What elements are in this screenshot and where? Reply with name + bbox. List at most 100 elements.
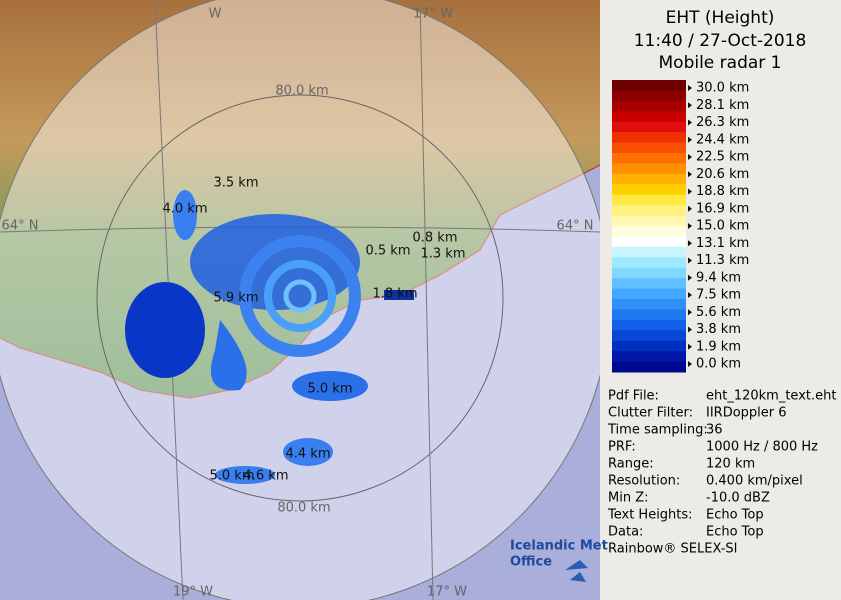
colorbar-band bbox=[612, 215, 686, 227]
echo bbox=[239, 235, 361, 357]
colorbar-band bbox=[612, 351, 686, 363]
info-value: -10.0 dBZ bbox=[706, 491, 770, 506]
colorbar-tick bbox=[688, 154, 692, 160]
echo bbox=[210, 320, 247, 391]
colorbar-label: 0.0 km bbox=[696, 357, 741, 372]
map-label: 3.5 km bbox=[214, 176, 259, 191]
map-label: 17° W bbox=[427, 585, 467, 600]
colorbar-band bbox=[612, 288, 686, 300]
info-value: IIRDoppler 6 bbox=[706, 406, 787, 421]
echo bbox=[283, 438, 333, 466]
colorbar-band bbox=[612, 267, 686, 279]
colorbar-label: 24.4 km bbox=[696, 132, 749, 147]
echo bbox=[292, 371, 368, 401]
colorbar-band bbox=[612, 330, 686, 342]
info-label: Clutter Filter: bbox=[608, 406, 693, 421]
colorbar-label: 3.8 km bbox=[696, 322, 741, 337]
colorbar-label: 15.0 km bbox=[696, 219, 749, 234]
colorbar-label: 11.3 km bbox=[696, 253, 749, 268]
colorbar-band bbox=[612, 226, 686, 237]
colorbar-band bbox=[612, 100, 686, 112]
colorbar-band bbox=[612, 111, 686, 123]
colorbar-tick bbox=[688, 188, 692, 195]
map-label: 64° N bbox=[2, 219, 39, 234]
echoes bbox=[125, 190, 414, 484]
info-value: 0.400 km/pixel bbox=[706, 474, 803, 489]
echo bbox=[125, 282, 205, 378]
map-label: 80.0 km bbox=[277, 501, 330, 516]
colorbar-label: 5.6 km bbox=[696, 305, 741, 320]
colorbar-band bbox=[612, 257, 686, 269]
colorbar-label: 20.6 km bbox=[696, 167, 749, 182]
coastline bbox=[0, 164, 600, 399]
info-label: Time sampling: bbox=[607, 423, 708, 438]
colorbar-label: 9.4 km bbox=[696, 270, 741, 285]
colorbar-tick bbox=[688, 292, 692, 298]
colorbar-band bbox=[612, 361, 686, 373]
colorbar-tick bbox=[688, 85, 692, 91]
map-label: 80.0 km bbox=[275, 84, 328, 99]
colorbar-band bbox=[612, 340, 686, 352]
panel-radar: Mobile radar 1 bbox=[659, 53, 782, 73]
map-label: 1.8 km bbox=[373, 287, 418, 302]
footer: Rainbow® SELEX-SI bbox=[608, 542, 738, 557]
colorbar-band bbox=[612, 153, 686, 164]
info-value: Echo Top bbox=[706, 525, 764, 540]
info-value: Echo Top bbox=[706, 508, 764, 523]
logo-text: Office bbox=[510, 555, 552, 570]
colorbar-tick bbox=[688, 223, 692, 229]
map-label: 4.4 km bbox=[286, 447, 331, 462]
colorbar-tick bbox=[688, 171, 692, 178]
echo bbox=[215, 466, 275, 484]
colorbar-tick bbox=[688, 205, 692, 212]
colorbar-label: 18.8 km bbox=[696, 184, 749, 199]
echo bbox=[283, 279, 317, 313]
colorbar-band bbox=[612, 299, 686, 310]
logo-icon bbox=[565, 560, 588, 582]
colorbar-band bbox=[612, 80, 686, 91]
colorbar-tick bbox=[688, 257, 692, 264]
logo-text: Icelandic Met bbox=[510, 539, 608, 554]
colorbar-tick bbox=[688, 309, 692, 316]
map-label: 1.3 km bbox=[421, 247, 466, 262]
map-label: 17° W bbox=[413, 7, 453, 22]
colorbar-tick bbox=[688, 274, 692, 281]
map-label: 19° W bbox=[173, 585, 213, 600]
colorbar-label: 13.1 km bbox=[696, 236, 749, 251]
map-label: 5.0 km bbox=[210, 469, 255, 484]
colorbar-tick bbox=[688, 119, 692, 126]
map-label: 0.5 km bbox=[366, 244, 411, 259]
map-label: 0.8 km bbox=[413, 231, 458, 246]
colorbar-band bbox=[612, 163, 686, 175]
colorbar-tick bbox=[688, 361, 692, 367]
range-ring-80 bbox=[96, 94, 504, 502]
info-value: eht_120km_text.eht bbox=[706, 389, 836, 404]
colorbar-label: 16.9 km bbox=[696, 201, 749, 216]
colorbar-band bbox=[612, 132, 686, 144]
colorbar-tick bbox=[688, 136, 692, 143]
colorbar-band bbox=[612, 90, 686, 102]
info-label: PRF: bbox=[608, 440, 636, 455]
map-label: 5.0 km bbox=[308, 382, 353, 397]
echo bbox=[384, 290, 414, 300]
colorbar-band bbox=[612, 278, 686, 290]
colorbar-band bbox=[612, 121, 686, 133]
info-label: Pdf File: bbox=[608, 389, 659, 404]
colorbar-tick bbox=[688, 343, 692, 350]
colorbar-band bbox=[612, 142, 686, 154]
colorbar-label: 28.1 km bbox=[696, 98, 749, 113]
colorbar-band bbox=[612, 246, 686, 258]
colorbar-band bbox=[612, 173, 686, 185]
colorbar-label: 7.5 km bbox=[696, 288, 741, 303]
info-label: Min Z: bbox=[608, 491, 649, 506]
panel-title: EHT (Height) bbox=[666, 8, 775, 28]
map-label: 64° N bbox=[557, 219, 594, 234]
colorbar-band bbox=[612, 184, 686, 196]
colorbar-tick bbox=[688, 102, 692, 109]
panel-time: 11:40 / 27-Oct-2018 bbox=[634, 31, 807, 51]
map-label: 5.9 km bbox=[214, 291, 259, 306]
colorbar-band bbox=[612, 309, 686, 321]
colorbar-label: 26.3 km bbox=[696, 115, 749, 130]
colorbar-label: 22.5 km bbox=[696, 150, 749, 165]
